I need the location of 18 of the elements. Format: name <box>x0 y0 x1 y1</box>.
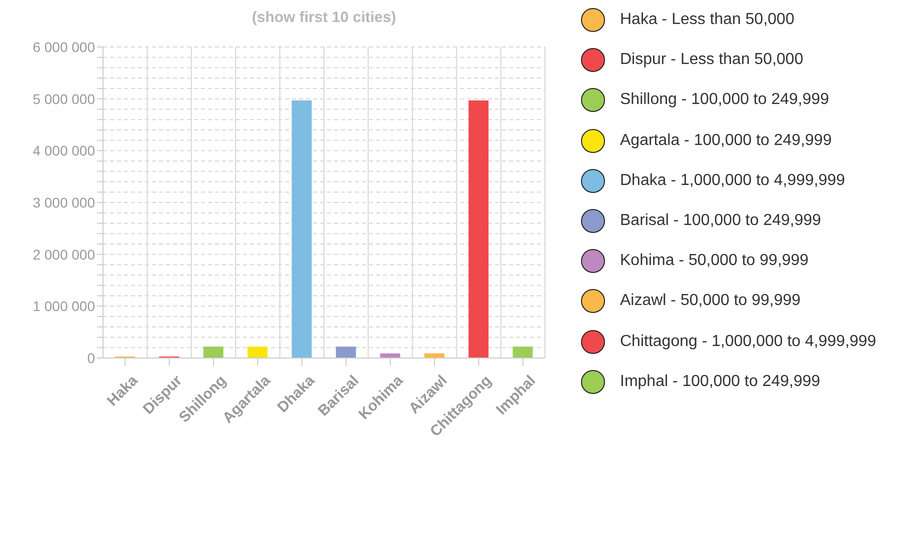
legend-label: Haka - Less than 50,000 <box>620 11 794 30</box>
legend-label: Dispur - Less than 50,000 <box>620 51 804 70</box>
legend-label: Chittagong - 1,000,000 to 4,999,999 <box>620 332 876 351</box>
y-tick-label: 4 000 000 <box>32 142 96 159</box>
legend-label: Imphal - 100,000 to 249,999 <box>620 372 820 391</box>
y-tick-label: 6 000 000 <box>32 38 96 55</box>
y-tick-label: 3 000 000 <box>32 194 96 210</box>
y-tick-label: 2 000 000 <box>32 246 96 262</box>
legend-label: Shillong - 100,000 to 249,999 <box>620 91 830 110</box>
legend-label: Agartala - 100,000 to 249,999 <box>620 132 832 150</box>
y-tick-label: 0 <box>87 350 96 366</box>
legend-label: Kohima - 50,000 to 99,999 <box>620 252 809 270</box>
legend-label: Barisal - 100,000 to 249,999 <box>620 212 822 230</box>
legend-label: Aizawl - 50,000 to 99,999 <box>620 292 801 310</box>
chart-title: (show first 10 cities) <box>252 8 396 26</box>
legend-label: Dhaka - 1,000,000 to 4,999,999 <box>620 172 846 190</box>
y-tick-label: 1 000 000 <box>32 298 96 314</box>
y-tick-label: 5 000 000 <box>32 90 96 107</box>
